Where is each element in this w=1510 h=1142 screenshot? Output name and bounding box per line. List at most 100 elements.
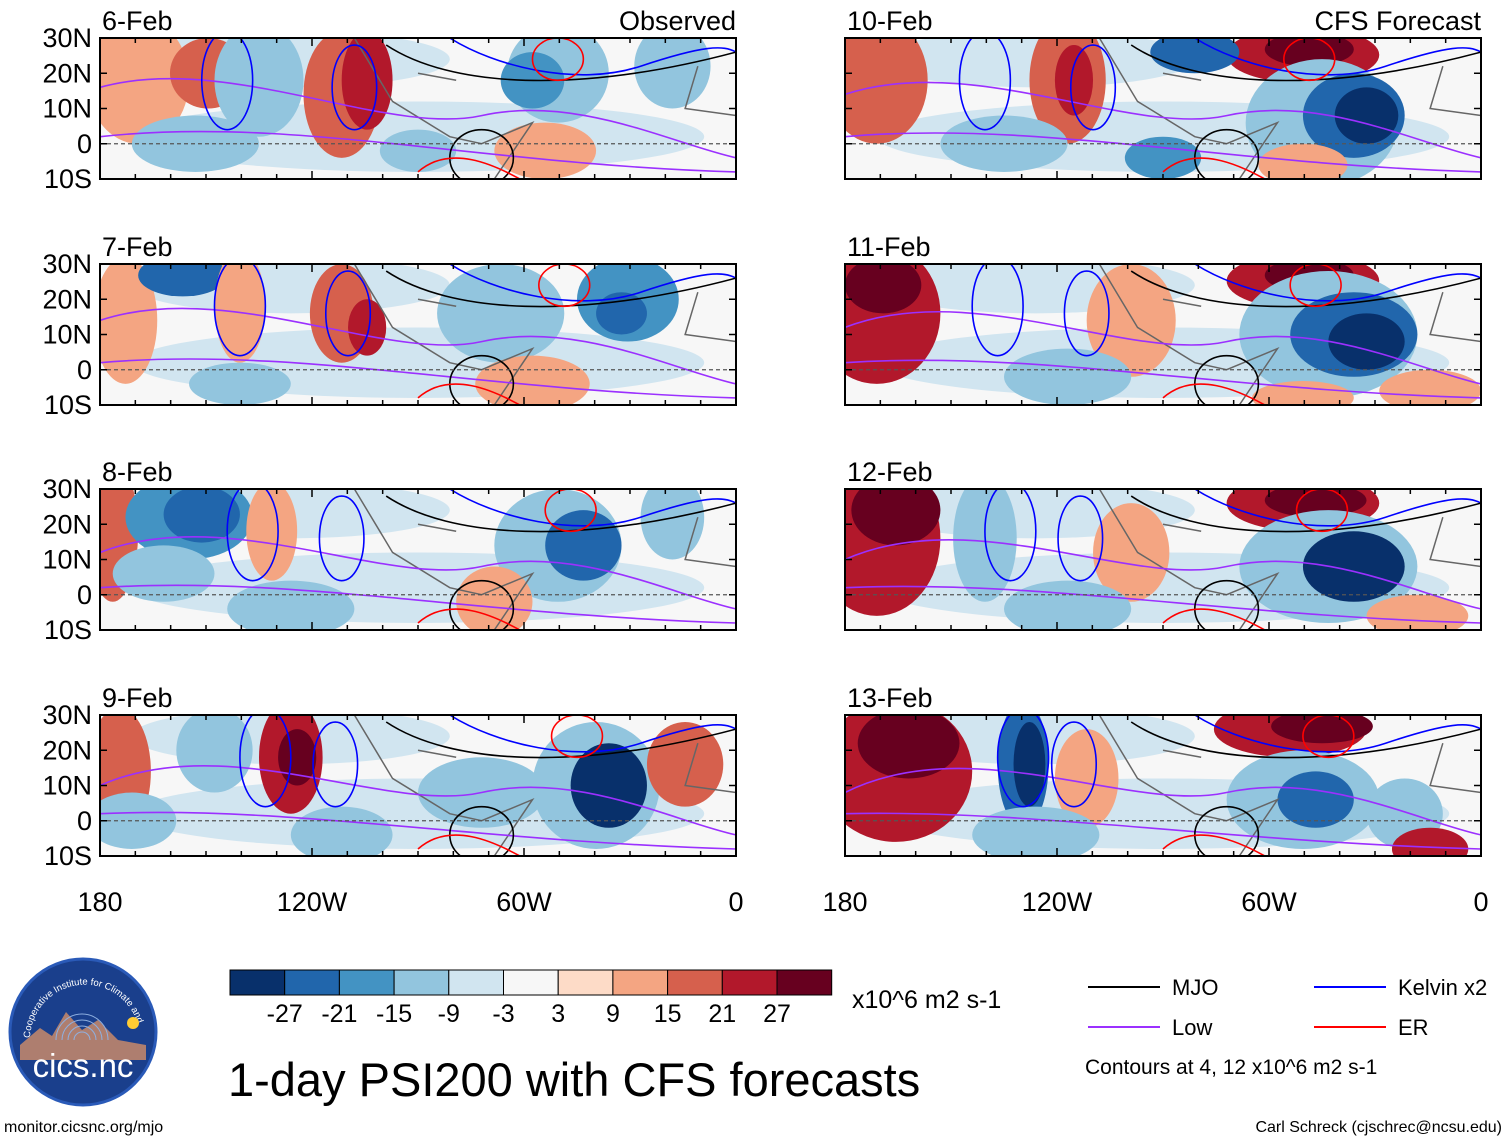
contour-line (531, 38, 585, 82)
anomaly-shading (1013, 722, 1046, 807)
contour-line (996, 715, 1050, 808)
panel-13-feb (845, 715, 1481, 856)
contour-line (417, 834, 521, 856)
colorbar-units: x10^6 m2 s-1 (852, 986, 1001, 1014)
y-tick-label: 10N (42, 771, 92, 801)
contour-line (385, 270, 736, 308)
x-tick-label: 0 (1473, 887, 1488, 917)
colorbar-label: -9 (438, 1000, 460, 1028)
y-tick-label: 10S (44, 390, 92, 420)
y-tick-label: 10N (42, 94, 92, 124)
y-tick-label: 30N (42, 23, 92, 53)
contour-line (318, 495, 365, 582)
anomaly-shading (112, 545, 215, 602)
panel-8-feb (100, 489, 736, 630)
contour-line (1162, 157, 1266, 179)
panel-12-feb (845, 489, 1481, 630)
contour-line (417, 383, 521, 405)
anomaly-shading (1252, 381, 1354, 405)
contour-line (845, 310, 1481, 385)
x-tick-label: 120W (277, 887, 348, 917)
contour-line (239, 715, 292, 808)
colorbar: -27 -21 -15 -9 -3 3 9 15 21 27 (229, 969, 833, 1028)
contour-line (100, 535, 736, 610)
panel-date-label: 6-Feb (102, 6, 173, 36)
anomaly-shading (1379, 369, 1481, 405)
panels-layer (100, 38, 1481, 856)
anomaly-shading (570, 743, 647, 828)
anomaly-shading (246, 489, 298, 581)
anomaly-shading (1086, 264, 1176, 377)
contour-line (100, 811, 736, 850)
contour-line (100, 584, 736, 624)
colorbar-swatch (393, 969, 450, 996)
y-tick-label: 10S (44, 615, 92, 645)
anomaly-shading (1054, 45, 1094, 116)
y-tick-label: 0 (77, 129, 92, 159)
x-tick-label: 120W (1022, 887, 1093, 917)
colorbar-swatch (448, 969, 504, 996)
anomaly-band (131, 552, 705, 623)
anomaly-shading (379, 129, 457, 172)
coastline (353, 38, 736, 179)
legend-label: Low (1172, 1015, 1212, 1040)
anomaly-shading (1264, 38, 1354, 67)
panel-date-label: 7-Feb (102, 232, 173, 262)
colorbar-swatch (284, 969, 340, 996)
colorbar-swatch (557, 969, 614, 996)
author-credit: Carl Schreck (cjschrec@ncsu.edu) (1255, 1119, 1502, 1136)
legend-label: MJO (1172, 975, 1218, 1000)
contour-line (1130, 495, 1481, 533)
y-tick-label: 10N (42, 545, 92, 575)
contour-line (1130, 721, 1481, 759)
y-tick-label: 30N (42, 249, 92, 279)
column-heading: Observed (619, 6, 736, 36)
y-tick-label: 20N (42, 58, 92, 88)
x-tick-label: 60W (1241, 887, 1297, 917)
anomaly-shading (437, 264, 565, 363)
panel-date-label: 8-Feb (102, 457, 173, 487)
anomaly-shading (1054, 729, 1119, 828)
contour-line (213, 264, 267, 357)
contour-line (331, 44, 378, 131)
anomaly-shading (1093, 503, 1170, 602)
anomaly-shading (972, 806, 1100, 856)
anomaly-shading (1328, 313, 1405, 370)
anomaly-shading (278, 729, 317, 786)
anomaly-shading (138, 264, 228, 297)
panel-7-feb (100, 264, 736, 405)
x-tick-label: 180 (77, 887, 122, 917)
y-tick-label: 20N (42, 509, 92, 539)
contour-line (958, 38, 1012, 131)
x-tick-label: 0 (728, 887, 743, 917)
legend-label: Kelvin x2 (1398, 975, 1487, 1000)
anomaly-shading (456, 566, 533, 630)
contour-line (1130, 44, 1481, 82)
anomaly-shading (227, 580, 355, 630)
y-tick-label: 10S (44, 164, 92, 194)
contour-line (385, 721, 736, 759)
coastline (353, 489, 736, 630)
contour-line (984, 489, 1037, 582)
column-heading: CFS Forecast (1314, 6, 1481, 36)
contour-line (417, 157, 521, 179)
anomaly-shading (646, 722, 724, 807)
colorbar-label: -3 (492, 1000, 514, 1028)
y-tick-label: 0 (77, 806, 92, 836)
anomaly-shading (953, 489, 1017, 602)
y-tick-label: 0 (77, 355, 92, 385)
contour-line (1302, 715, 1355, 759)
anomaly-shading (214, 264, 266, 363)
anomaly-shading (290, 806, 393, 856)
anomaly-shading (1391, 827, 1469, 856)
figure-title: 1-day PSI200 with CFS forecasts (228, 1053, 920, 1106)
colorbar-label: 9 (606, 1000, 620, 1028)
x-tick-label: 60W (496, 887, 552, 917)
coastline (353, 715, 736, 856)
contour-line (385, 495, 736, 533)
contour-line (226, 489, 279, 582)
anomaly-shading (176, 715, 253, 793)
contour-line (100, 77, 736, 159)
colorbar-swatch (667, 969, 723, 996)
